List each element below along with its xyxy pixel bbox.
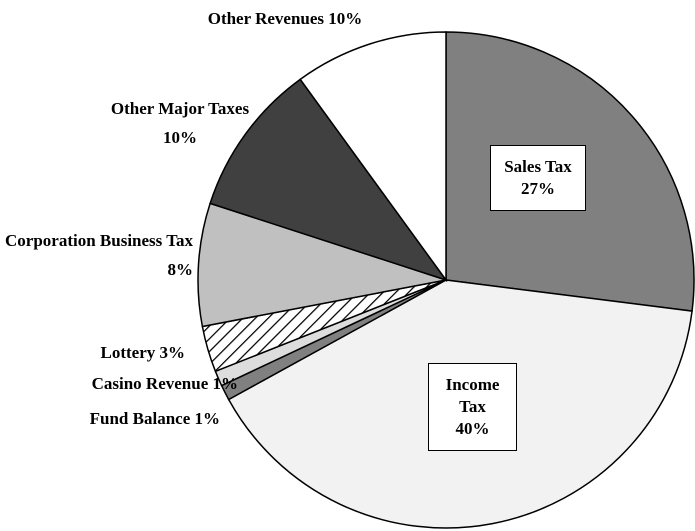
value-label: 8% xyxy=(167,260,194,279)
value-label: 40% xyxy=(455,419,490,438)
slice-label: Casino Revenue 1% xyxy=(0,369,238,398)
value-label: 10% xyxy=(163,128,197,147)
category-name: Other Major Taxes xyxy=(110,99,250,118)
value-label: 3% xyxy=(159,343,186,362)
category-name: Sales Tax xyxy=(504,157,572,176)
category-name: Fund Balance xyxy=(89,409,191,428)
slice-label: Other Revenues 10% xyxy=(170,4,400,33)
value-label: 1% xyxy=(212,374,239,393)
value-label: 1% xyxy=(194,409,221,428)
slice-label: Fund Balance 1% xyxy=(20,404,220,433)
category-name: Casino Revenue xyxy=(91,374,209,393)
slice-label: Corporation Business Tax 8% xyxy=(0,226,193,284)
value-label: 10% xyxy=(328,9,363,28)
value-label: 27% xyxy=(521,179,555,198)
slice-label: Lottery 3% xyxy=(20,338,185,367)
pie-slice xyxy=(197,202,447,328)
category-name: Corporation Business Tax xyxy=(5,231,193,250)
category-name: Other Revenues xyxy=(207,9,325,28)
pie-slice xyxy=(299,31,447,283)
pie-slice xyxy=(209,78,448,282)
category-name: Income Tax xyxy=(445,375,500,416)
slice-label: Income Tax 40% xyxy=(428,363,517,451)
slice-label: Sales Tax 27% xyxy=(490,145,586,211)
category-name: Lottery xyxy=(100,343,156,362)
slice-label: Other Major Taxes 10% xyxy=(100,94,260,152)
